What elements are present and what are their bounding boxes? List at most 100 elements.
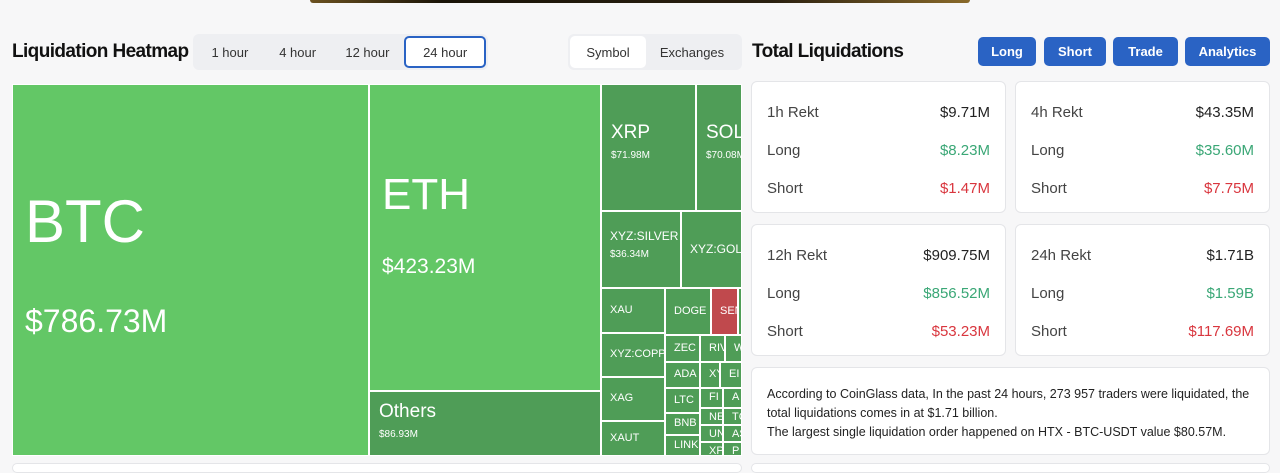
tile-symbol: XRP	[611, 122, 651, 144]
tile-symbol: XYZ:COPPER	[610, 348, 665, 360]
long-row: Long $8.23M	[767, 142, 990, 159]
short-button[interactable]: Short	[1044, 37, 1106, 66]
total-row: 12h Rekt $909.75M	[767, 247, 990, 264]
tile-symbol: LINK	[674, 438, 699, 451]
treemap-tile-eth[interactable]: ETH $423.23M	[369, 84, 601, 391]
long-value: $1.59B	[1206, 285, 1254, 302]
treemap-tile-xy[interactable]: XY	[700, 362, 720, 388]
long-value: $35.60M	[1195, 142, 1254, 159]
treemap-tile-xrp[interactable]: XRP $71.98M	[601, 84, 696, 211]
treemap-tile-sen[interactable]: SEN	[711, 288, 738, 335]
summary-note: According to CoinGlass data, In the past…	[751, 367, 1270, 455]
tile-symbol: SOL	[706, 122, 742, 144]
tile-symbol: LTC	[674, 393, 694, 406]
tile-value: $86.93M	[379, 428, 418, 440]
tile-symbol: XAG	[610, 392, 634, 404]
treemap-tile-w[interactable]: W	[725, 335, 742, 362]
tile-symbol: BNB	[674, 417, 697, 429]
treemap-tile-ne[interactable]: NE	[700, 408, 723, 425]
short-label: Short	[1031, 323, 1067, 340]
tab-12-hour[interactable]: 12 hour	[345, 44, 390, 60]
treemap-tile-ei[interactable]: EI	[720, 362, 742, 388]
treemap-tile-as[interactable]: AS	[723, 425, 742, 442]
total-row: 24h Rekt $1.71B	[1031, 247, 1254, 264]
long-row: Long $35.60M	[1031, 142, 1254, 159]
treemap-tile-tc[interactable]: TC	[723, 408, 742, 425]
tab-exchanges[interactable]: Exchanges	[659, 44, 725, 60]
short-row: Short $7.75M	[1031, 180, 1254, 197]
tile-symbol: AS	[732, 428, 741, 440]
tile-symbol: XY	[709, 368, 719, 380]
long-value: $8.23M	[939, 142, 990, 159]
tile-symbol: ZEC	[674, 341, 696, 354]
total-value: $1.71B	[1206, 247, 1254, 264]
treemap-tile-others[interactable]: Others $86.93M	[369, 391, 601, 456]
treemap-tile-xyz-gold[interactable]: XYZ:GOLD	[681, 211, 742, 288]
top-banner-image	[310, 0, 970, 3]
long-value: $856.52M	[923, 285, 990, 302]
timeframe-selector: 1 hour 4 hour 12 hour 24 hour	[193, 34, 488, 70]
tile-symbol: XYZ:SILVER	[610, 229, 679, 243]
tile-symbol: DOGE	[674, 304, 707, 317]
treemap-tile-sol[interactable]: SOL $70.08M	[696, 84, 742, 211]
treemap-tile-link[interactable]: LINK	[665, 435, 700, 456]
heatmap-title: Liquidation Heatmap	[12, 41, 189, 62]
treemap-tile-ada[interactable]: ADA	[665, 362, 700, 388]
long-button[interactable]: Long	[978, 37, 1036, 66]
tile-symbol: XP	[709, 445, 723, 456]
total-label: 1h Rekt	[767, 104, 819, 121]
tile-symbol: SEN	[720, 304, 737, 317]
total-label: 24h Rekt	[1031, 247, 1092, 264]
short-value: $117.69M	[1188, 323, 1254, 340]
rekt-card-1h: 1h Rekt $9.71M Long $8.23M Short $1.47M	[751, 81, 1006, 213]
treemap-tile-un[interactable]: UN	[700, 425, 723, 442]
tile-value: $71.98M	[611, 149, 650, 161]
treemap-tile-riv[interactable]: RIV	[700, 335, 725, 362]
tile-value: $36.34M	[610, 249, 649, 261]
trade-button[interactable]: Trade	[1113, 37, 1178, 66]
tab-1-hour[interactable]: 1 hour	[211, 44, 249, 60]
short-label: Short	[1031, 180, 1067, 197]
long-label: Long	[767, 285, 801, 302]
view-selector: Symbol Exchanges	[568, 34, 742, 70]
treemap-tile-zec[interactable]: ZEC	[665, 335, 700, 362]
analytics-button[interactable]: Analytics	[1185, 37, 1270, 66]
tile-value: $423.23M	[382, 254, 476, 278]
tile-symbol: RIV	[709, 341, 724, 354]
short-value: $53.23M	[931, 323, 990, 340]
treemap-tile-xag[interactable]: XAG	[601, 377, 665, 421]
total-label: 4h Rekt	[1031, 104, 1083, 121]
treemap-tile-doge[interactable]: DOGE	[665, 288, 711, 335]
treemap-tile-xaut[interactable]: XAUT	[601, 421, 665, 456]
tab-symbol[interactable]: Symbol	[570, 36, 646, 68]
total-value: $909.75M	[923, 247, 990, 264]
short-row: Short $117.69M	[1031, 323, 1254, 340]
tile-symbol: Others	[379, 401, 437, 422]
short-row: Short $1.47M	[767, 180, 990, 197]
long-row: Long $1.59B	[1031, 285, 1254, 302]
short-row: Short $53.23M	[767, 323, 990, 340]
treemap-tile-a[interactable]: A	[723, 388, 742, 408]
tile-symbol: A	[732, 391, 740, 403]
tile-symbol: TC	[732, 411, 741, 423]
bottom-panel	[12, 463, 742, 473]
treemap-tile-btc[interactable]: BTC $786.73M	[12, 84, 369, 456]
tile-symbol: P	[732, 445, 740, 456]
tile-value: $786.73M	[25, 303, 168, 340]
treemap-tile-xp[interactable]: XP	[700, 442, 723, 456]
treemap-tile-fi[interactable]: FI	[700, 388, 723, 408]
treemap-tile-xyz-copper[interactable]: XYZ:COPPER	[601, 333, 665, 377]
treemap-tile-bnb[interactable]: BNB	[665, 413, 700, 435]
tab-4-hour[interactable]: 4 hour	[279, 44, 317, 60]
long-row: Long $856.52M	[767, 285, 990, 302]
treemap-tile-xau[interactable]: XAU	[601, 288, 665, 333]
long-label: Long	[767, 142, 801, 159]
treemap-tile-xyz-silver[interactable]: XYZ:SILVER $36.34M	[601, 211, 681, 288]
treemap-tile-p[interactable]: P	[723, 442, 742, 456]
rekt-card-12h: 12h Rekt $909.75M Long $856.52M Short $53.23M	[751, 224, 1006, 356]
treemap-tile-ltc[interactable]: LTC	[665, 388, 700, 413]
total-liquidations-title: Total Liquidations	[752, 41, 904, 62]
treemap-tile-unlabeled[interactable]	[738, 288, 742, 335]
total-value: $43.35M	[1195, 104, 1254, 121]
tab-24-hour[interactable]: 24 hour	[404, 36, 486, 68]
